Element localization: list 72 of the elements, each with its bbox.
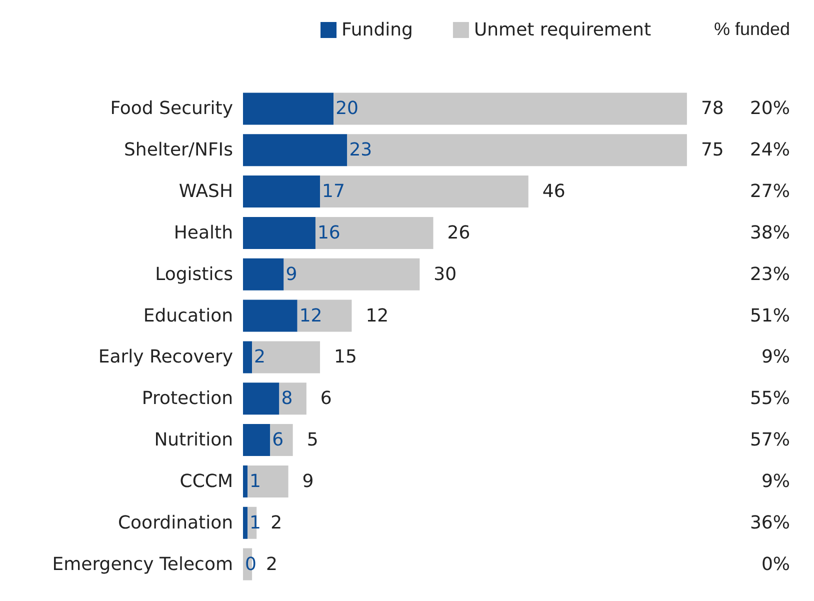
data-label: 23 (349, 140, 372, 161)
data-label: 78 (700, 98, 724, 120)
data-label: 26 (447, 222, 470, 244)
bar (243, 92, 334, 125)
data-label: 2 (254, 346, 266, 368)
y-tick-label: Nutrition (154, 430, 233, 451)
bar (320, 176, 528, 208)
bar (243, 176, 320, 208)
bar (279, 382, 306, 415)
y-tick-label: Early Recovery (98, 346, 234, 368)
text: 9% (761, 346, 790, 368)
data-label: 2 (266, 554, 278, 575)
data-label: 16 (317, 222, 340, 244)
bar (243, 300, 298, 332)
bar (243, 341, 252, 374)
data-label: 6 (320, 388, 332, 410)
text: 0% (761, 554, 790, 575)
text: 23% (750, 264, 790, 285)
y-tick-label: Food Security (110, 98, 234, 120)
bar (284, 258, 420, 290)
bar (243, 424, 270, 456)
bar (243, 258, 284, 290)
data-label: 9 (302, 470, 314, 492)
data-label: 12 (299, 305, 322, 326)
text: 36% (750, 512, 790, 534)
data-label: 46 (542, 181, 566, 202)
data-label: 8 (281, 388, 293, 410)
data-label: 2 (270, 512, 282, 534)
y-tick-label: Protection (142, 388, 233, 410)
data-label: 30 (434, 264, 457, 285)
y-tick-label: WASH (178, 181, 233, 202)
data-label: 5 (306, 430, 318, 451)
legend-label: Unmet requirement (474, 20, 652, 40)
data-label: 17 (322, 181, 345, 202)
text: 38% (750, 222, 790, 244)
text: % funded (714, 19, 790, 39)
bar (252, 341, 320, 374)
y-tick-label: Logistics (155, 264, 233, 285)
y-tick-label: Coordination (118, 512, 233, 534)
text: 24% (750, 140, 790, 161)
data-label: 6 (272, 430, 284, 451)
data-label: 1 (250, 512, 261, 534)
text: 51% (750, 305, 790, 326)
data-label: 20 (336, 98, 359, 120)
data-label: 15 (334, 346, 357, 368)
text: 20% (750, 98, 790, 120)
bar (243, 506, 248, 539)
text: 27% (750, 181, 790, 202)
bar (243, 216, 316, 249)
text: 57% (750, 430, 790, 451)
bar (315, 216, 434, 249)
y-tick-label: Emergency Telecom (52, 554, 233, 575)
y-tick-label: Education (143, 305, 233, 326)
y-tick-label: Health (174, 222, 233, 244)
bar (248, 465, 288, 498)
bar (347, 134, 687, 166)
bar (243, 465, 248, 498)
legend-label: Funding (342, 20, 413, 40)
y-tick-label: Shelter/NFIs (124, 140, 233, 161)
bar (297, 300, 352, 332)
data-label: 9 (286, 264, 298, 285)
data-label: 75 (700, 140, 724, 161)
bar (270, 424, 293, 456)
bar (243, 134, 348, 166)
bar (243, 382, 280, 415)
y-tick-label: CCCM (180, 470, 233, 492)
text: 9% (761, 470, 790, 492)
data-label: 1 (250, 470, 261, 492)
text: 55% (750, 388, 790, 410)
data-label: 0 (245, 554, 256, 575)
bar (334, 92, 687, 125)
data-label: 12 (366, 305, 389, 326)
